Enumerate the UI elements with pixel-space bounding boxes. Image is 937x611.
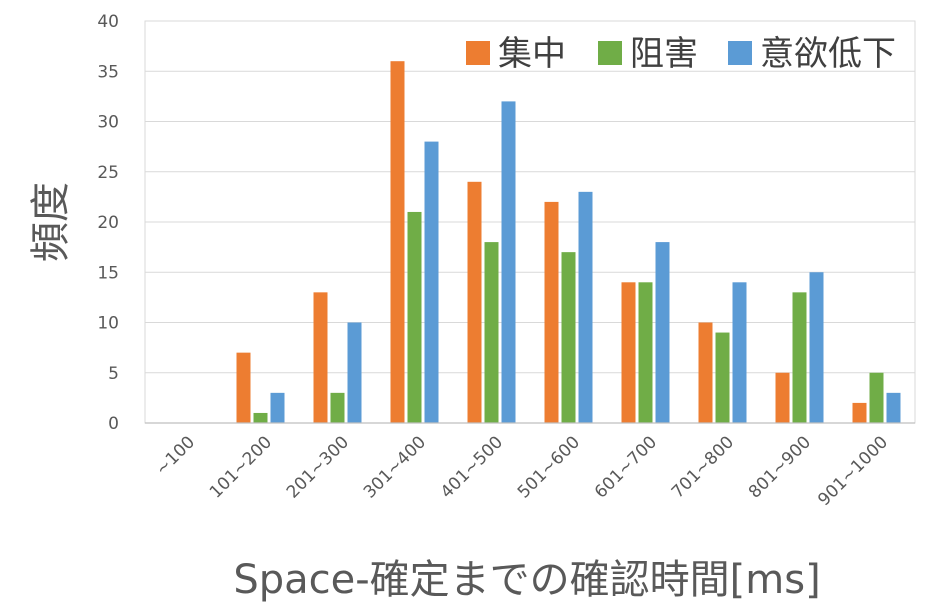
x-tick-label: 701~800: [668, 432, 738, 502]
bar: [347, 322, 362, 423]
bar: [407, 211, 422, 423]
x-tick-label: 301~400: [360, 432, 430, 502]
y-tick-label: 10: [97, 314, 119, 334]
bar: [886, 392, 901, 423]
x-tick-label: 401~500: [437, 432, 507, 502]
bar: [424, 141, 439, 423]
legend-swatch: [466, 41, 490, 65]
x-tick-label: 601~700: [591, 432, 661, 502]
bar: [544, 201, 559, 423]
x-tick-label: 901~1000: [814, 432, 892, 510]
y-tick-label: 15: [97, 263, 119, 283]
y-tick-label: 40: [97, 12, 119, 32]
x-tick-label: 501~600: [514, 432, 584, 502]
legend: 集中 阻害 意欲低下: [466, 34, 896, 74]
x-axis-label: Space-確定までの確認時間[ms]: [233, 557, 820, 603]
bar: [330, 392, 345, 423]
legend-label: 集中: [498, 34, 566, 74]
bar: [501, 101, 516, 424]
bar: [467, 181, 482, 423]
y-tick-label: 20: [97, 213, 119, 233]
legend-label: 阻害: [630, 34, 698, 74]
bar: [484, 242, 499, 423]
bar: [621, 282, 636, 423]
bar: [236, 352, 251, 423]
legend-swatch: [598, 41, 622, 65]
bar: [869, 372, 884, 423]
bar: [390, 61, 405, 423]
bar: [852, 402, 867, 423]
y-tick-label: 5: [108, 364, 119, 384]
bar: [638, 282, 653, 423]
x-axis-ticks: ~100 101~200 201~300 301~400 401~500 501~600 6…: [152, 432, 892, 510]
bar: [655, 242, 670, 423]
bar: [775, 372, 790, 423]
bar: [561, 252, 576, 423]
bars: [236, 61, 901, 424]
y-axis-ticks: 0 5 10 15 20 25 30 35 40: [97, 12, 119, 434]
x-tick-label: 201~300: [283, 432, 353, 502]
bar: [715, 332, 730, 423]
legend-swatch: [728, 41, 752, 65]
bar: [253, 412, 268, 423]
y-tick-label: 35: [97, 62, 119, 82]
bar: [578, 191, 593, 423]
x-tick-label: 101~200: [206, 432, 276, 502]
legend-label: 意欲低下: [760, 34, 896, 74]
bar: [270, 392, 285, 423]
bar: [732, 282, 747, 423]
x-tick-label: 801~900: [745, 432, 815, 502]
bar: [792, 292, 807, 423]
bar: [698, 322, 713, 423]
y-tick-label: 30: [97, 113, 119, 133]
y-tick-label: 25: [97, 163, 119, 183]
x-tick-label: ~100: [152, 432, 199, 479]
y-axis-label: 頻度: [28, 182, 74, 262]
bar: [313, 292, 328, 423]
bar: [809, 272, 824, 423]
y-tick-label: 0: [108, 414, 119, 434]
